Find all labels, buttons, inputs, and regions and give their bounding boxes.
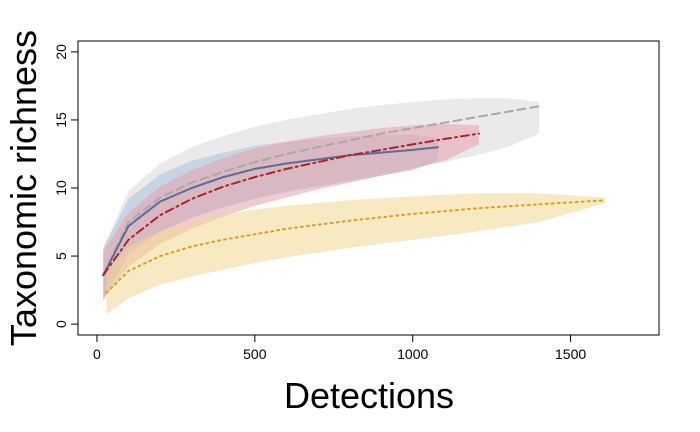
- y-tick-label: 0: [53, 320, 69, 328]
- x-tick-label: 1500: [555, 346, 586, 362]
- x-tick-label: 1000: [397, 346, 428, 362]
- y-axis: 0 5 10 15 20: [53, 44, 79, 328]
- y-tick-label: 20: [53, 44, 69, 60]
- y-tick-label: 15: [53, 112, 69, 128]
- series-lines: [102, 105, 607, 294]
- y-tick-label: 10: [53, 180, 69, 196]
- x-tick-label: 500: [243, 346, 267, 362]
- x-tick-label: 0: [93, 346, 101, 362]
- confidence-band-4: [106, 193, 606, 315]
- y-tick-label: 5: [53, 252, 69, 260]
- series-line-1: [102, 105, 540, 277]
- confidence-bands: [103, 98, 606, 315]
- series-line-3: [102, 132, 480, 277]
- confidence-band-3: [103, 124, 480, 299]
- x-axis: 0 500 1000 1500: [93, 334, 586, 362]
- series-line-4: [105, 199, 607, 294]
- x-axis-title: Detections: [284, 375, 454, 416]
- series-line-2: [102, 146, 439, 277]
- y-axis-title: Taxonomic richness: [3, 30, 44, 346]
